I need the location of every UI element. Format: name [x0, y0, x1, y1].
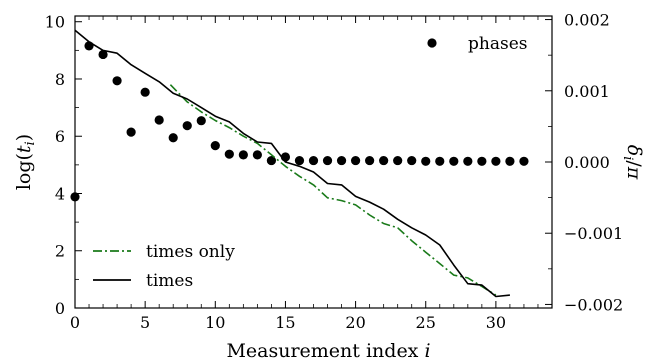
x-tick-label: 10 [205, 313, 225, 332]
series-phases-point [238, 150, 248, 160]
series-phases-point [491, 156, 501, 166]
axis-layer: 0 5 10 15 20 25 30 0 2 4 6 8 10 0.002 0.001 0.000 −0.001… [45, 11, 624, 332]
legend-label-times-only: times only [146, 242, 235, 262]
x-tick-label: 0 [70, 313, 80, 332]
series-phases-point [196, 116, 206, 126]
x-axis-title: Measurement index i [226, 340, 430, 362]
series-phases-point [379, 155, 389, 166]
y-right-tick-label: 0.002 [564, 11, 610, 30]
y-right-tick-label: −0.002 [564, 295, 623, 314]
series-phases-point [449, 156, 459, 166]
series-phases-point [98, 49, 108, 60]
y-right-tick-label: 0.001 [564, 82, 610, 101]
series-times-line [74, 29, 510, 298]
series-phases-point [477, 156, 487, 166]
y-left-tick-label: 6 [55, 127, 65, 146]
series-phases-point [322, 155, 333, 166]
plot-layer [70, 29, 529, 298]
series-phases-point [435, 156, 445, 166]
series-phases-point [140, 87, 150, 97]
series-phases-point [224, 149, 234, 159]
y-right-tick-label: 0.000 [564, 153, 610, 172]
series-phases-point [421, 156, 431, 166]
series-phases-point [350, 155, 361, 166]
series-phases-point [407, 155, 417, 166]
legend: phases times only times [93, 34, 527, 291]
legend-marker-phases [427, 38, 437, 48]
series-phases-point [308, 155, 319, 166]
series-times-only-line [169, 84, 497, 296]
series-phases-point [182, 121, 192, 131]
y-left-tick-label: 2 [55, 242, 65, 261]
legend-label-times: times [146, 271, 193, 291]
series-phases-point [365, 155, 375, 166]
series-phases-point [210, 141, 220, 151]
series-phases-point [294, 155, 305, 166]
series-phases-point [463, 156, 473, 166]
y-left-tick-label: 8 [55, 70, 65, 89]
series-phases-point [252, 150, 262, 160]
y-left-tick-label: 10 [45, 13, 65, 32]
series-phases-point [336, 155, 347, 166]
series-phases-point [112, 76, 122, 86]
legend-label-phases: phases [468, 34, 527, 54]
y-left-tick-label: 4 [55, 184, 65, 203]
x-tick-label: 20 [345, 313, 365, 332]
series-phases-point [126, 127, 136, 137]
series-phases-point [154, 115, 164, 125]
y-left-tick-label: 0 [55, 299, 65, 318]
series-phases-point [505, 156, 515, 166]
series-phases-point [266, 155, 277, 166]
x-tick-label: 25 [416, 313, 436, 332]
series-phases-point [168, 133, 178, 143]
y-right-axis-title: δi/π [620, 145, 645, 180]
x-tick-label: 15 [275, 313, 295, 332]
series-phases-point [519, 156, 529, 166]
y-right-tick-label: −0.001 [564, 224, 623, 243]
x-tick-label: 5 [140, 313, 150, 332]
y-left-axis-title: log(ti) [13, 134, 38, 190]
series-phases-point [393, 155, 403, 166]
x-tick-label: 30 [486, 313, 506, 332]
